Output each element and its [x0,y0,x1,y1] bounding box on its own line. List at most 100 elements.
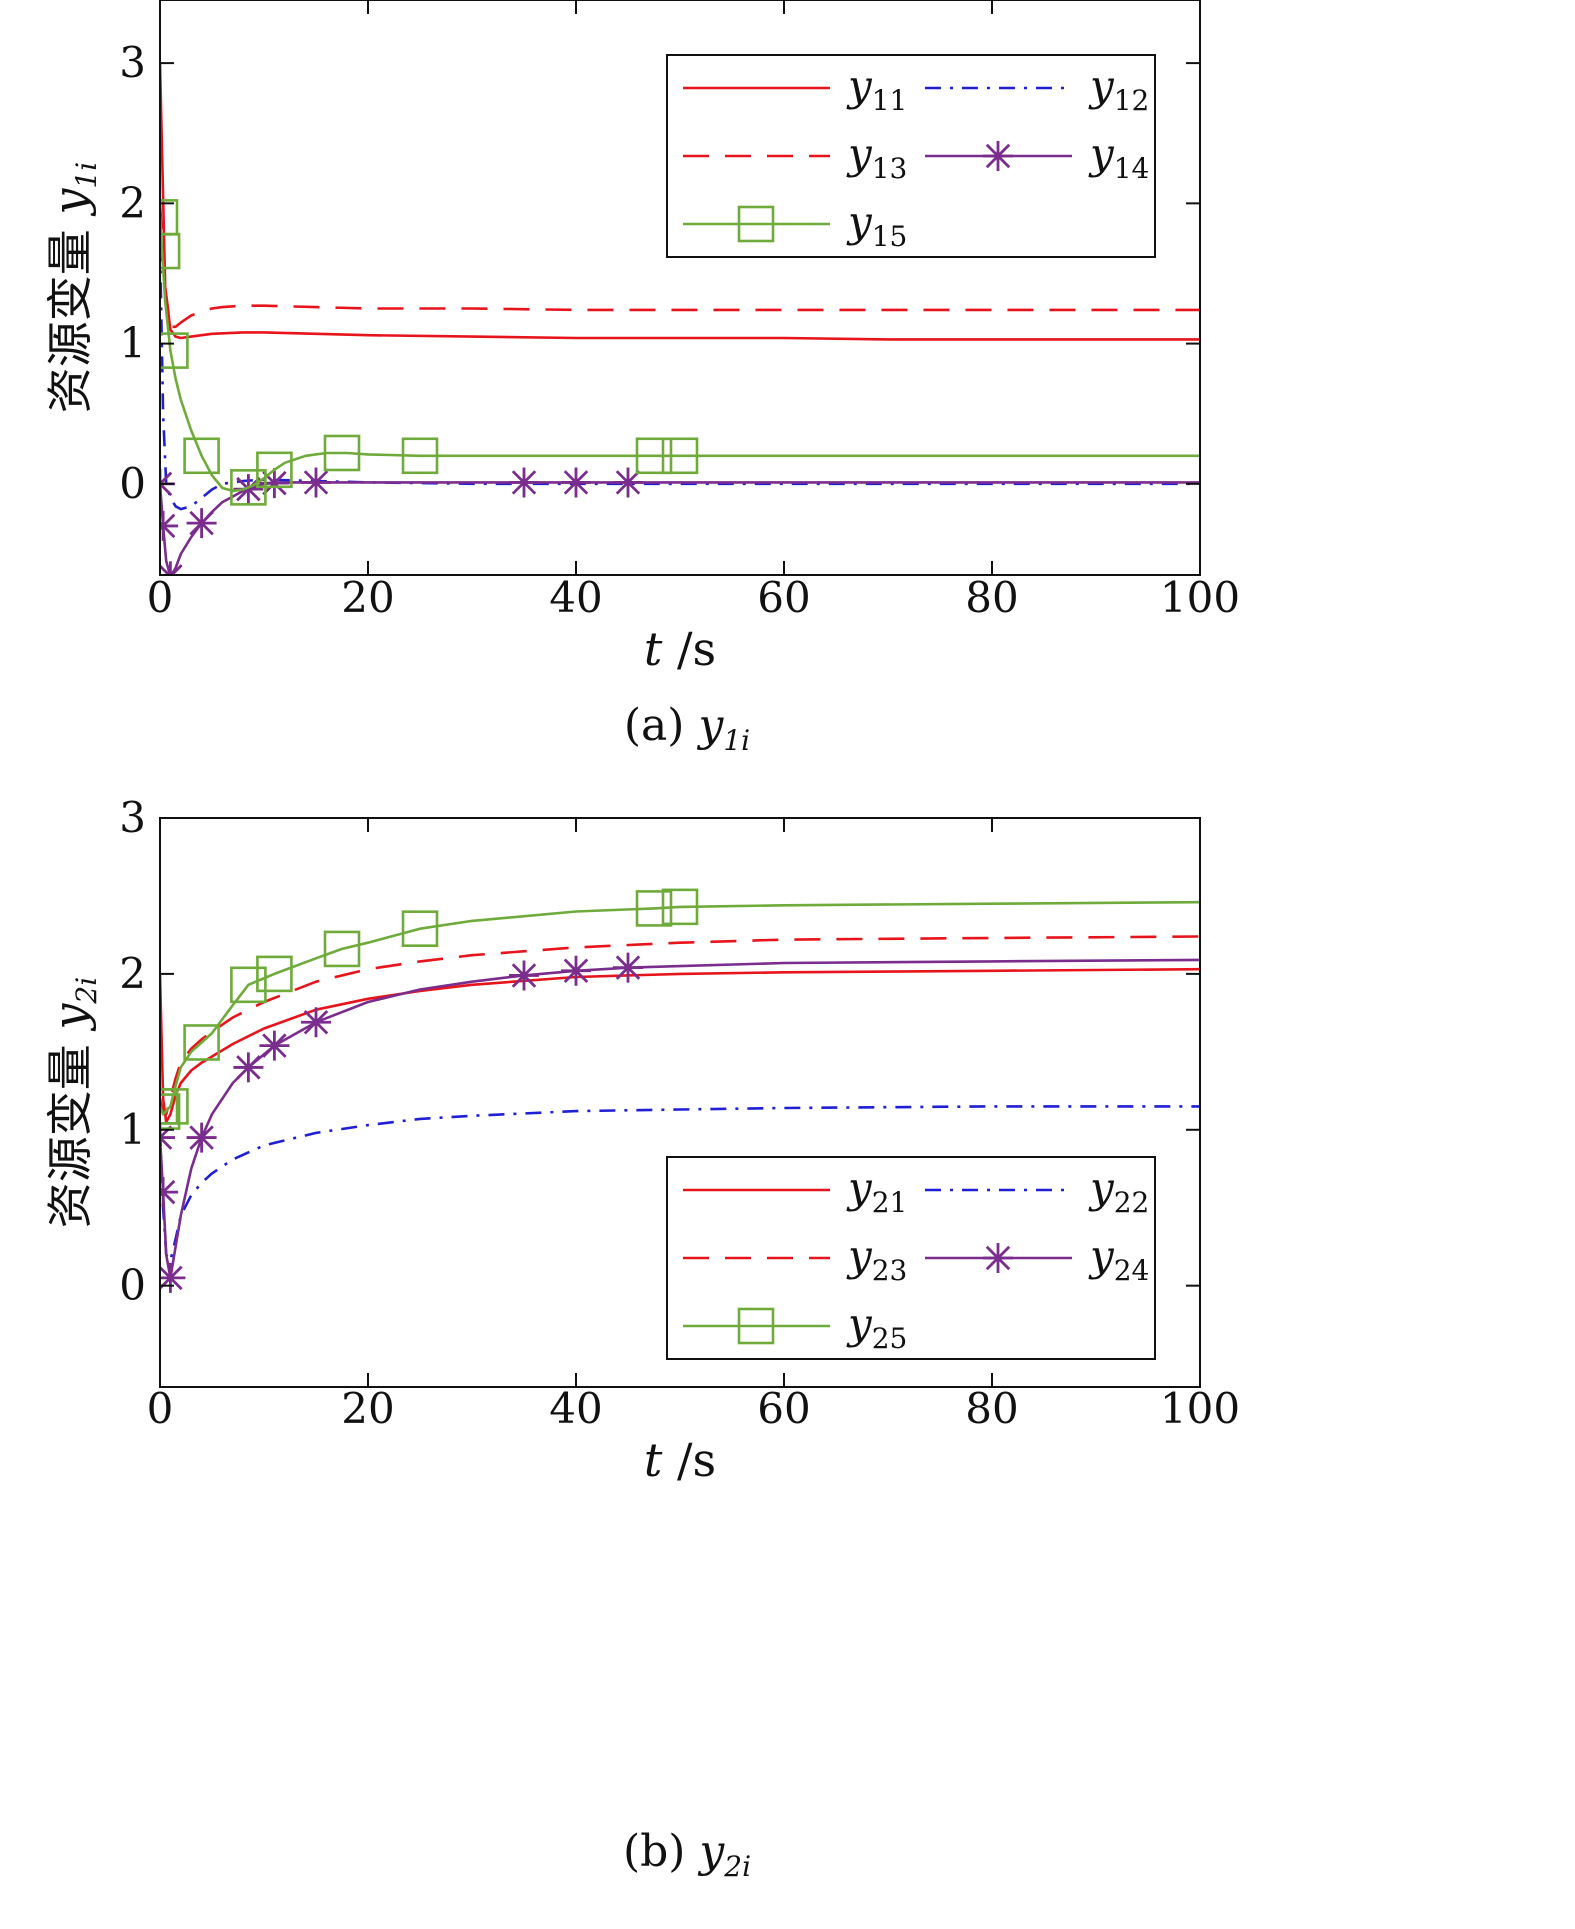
figure-caption: (b) y2i [623,1826,751,1883]
series-y22 [160,1105,1200,1262]
marker-y14-5 [259,468,290,499]
marker-y25-2 [160,1088,189,1125]
x-axis-title: t /s [644,1433,716,1487]
y-tick-label: 0 [119,1261,146,1310]
marker-y24-2 [160,1262,186,1293]
marker-y15-3 [183,437,220,475]
x-tick-label: 80 [965,1384,1018,1433]
series-y14 [160,467,1200,575]
marker-y24-5 [259,1030,290,1061]
legend-label-y14: y14 [1088,129,1149,185]
x-tick-label: 60 [757,573,810,622]
marker-y14-4 [233,474,264,505]
series-line-y21 [160,967,1200,1124]
legend-entry-y23: y23 [683,1231,907,1287]
marker-y15-0 [160,199,179,236]
y-axis-title: 资源变量 y1i [43,162,103,413]
series-line-y22 [160,1105,1200,1262]
legend-entry-y22: y22 [925,1163,1149,1219]
legend-marker-y14 [983,141,1013,171]
marker-y25-0 [160,1088,179,1125]
x-axis-title: t /s [644,622,716,676]
svg-text:资源变量 y1i: 资源变量 y1i [43,162,103,413]
marker-y14-7 [509,467,539,498]
legend: y11 y12 y13 y14 y15 [666,54,1156,258]
marker-y25-8 [635,890,673,927]
series-y15 [160,199,1200,506]
marker-y25-6 [323,930,361,968]
legend-label-y23: y23 [846,1231,907,1287]
marker-y15-5 [256,451,293,489]
legend-entry-y12: y12 [925,61,1149,117]
marker-y24-6 [301,1007,331,1038]
marker-y14-9 [613,467,643,498]
legend-label-y13: y13 [846,129,907,185]
legend-marker-y15 [737,205,775,243]
legend-entry-y14: y14 [925,129,1149,185]
marker-y24-1 [160,1177,179,1208]
series-y13 [160,203,1200,329]
legend-label-y12: y12 [1088,61,1149,117]
legend-marker-y24 [983,1243,1013,1273]
marker-y15-2 [160,332,189,369]
y-tick-label: 2 [119,178,146,227]
y-tick-label: 1 [119,319,146,368]
x-tick-label: 20 [341,1384,394,1433]
marker-y15-9 [661,437,699,475]
x-tick-label: 100 [1160,573,1240,622]
legend-label-y22: y22 [1088,1163,1149,1219]
x-tick-label: 100 [1160,1384,1240,1433]
marker-y25-5 [256,955,293,993]
marker-y15-1 [160,232,181,270]
legend-entry-y15: y15 [683,197,907,253]
marker-y25-7 [401,910,439,947]
series-y11 [160,63,1200,341]
legend-entry-y21: y21 [683,1163,907,1219]
marker-y14-1 [160,510,179,541]
marker-y15-7 [401,437,439,475]
x-tick-label: 40 [549,573,602,622]
legend-entry-y25: y25 [683,1299,907,1355]
legend: y21 y22 y23 y24 y25 [666,1156,1156,1360]
marker-y25-9 [661,888,699,926]
plot-frame [159,0,1201,576]
y-tick-label: 2 [119,949,146,998]
legend-entry-y13: y13 [683,129,907,185]
y-tick-label: 0 [119,459,146,508]
marker-y25-4 [230,966,267,1004]
marker-y14-6 [301,467,331,498]
marker-y15-8 [635,437,673,475]
legend-marker-y25 [737,1307,775,1345]
y-tick-label: 1 [119,1105,146,1154]
legend-label-y21: y21 [846,1163,907,1219]
legend-entry-y24: y24 [925,1231,1149,1287]
figure-caption: (a) y1i [624,700,750,757]
series-y21 [160,967,1200,1124]
series-line-y11 [160,63,1200,341]
series-line-y15 [160,217,1200,493]
series-y24 [160,952,1200,1293]
marker-y24-9 [613,952,643,983]
x-tick-label: 0 [147,1384,174,1433]
legend-entry-y11: y11 [683,61,907,117]
x-tick-label: 20 [341,573,394,622]
legend-label-y24: y24 [1088,1231,1149,1287]
y-tick-label: 3 [119,793,146,842]
x-tick-label: 0 [147,573,174,622]
marker-y15-6 [323,434,361,472]
marker-y24-8 [561,955,591,986]
x-tick-label: 80 [965,573,1018,622]
legend-label-y15: y15 [846,197,907,253]
legend-label-y25: y25 [846,1299,907,1355]
chart-panel-b: 0 20 40 60 80 100 0 1 2 3 t /s 资源变量 y2i y21 y22 y23 y24… [43,793,1240,1883]
marker-y14-8 [561,467,591,498]
marker-y25-3 [183,1024,220,1061]
series-y25 [160,888,1200,1130]
svg-text:资源变量 y2i: 资源变量 y2i [43,977,103,1228]
chart-panel-a: 0 20 40 60 80 100 0 1 2 3 t /s 资源变量 y1i y11 y12 y13 y14… [43,0,1240,757]
x-tick-label: 60 [757,1384,810,1433]
series-line-y13 [160,203,1200,329]
marker-y14-3 [186,508,217,539]
y-axis-title: 资源变量 y2i [43,977,103,1228]
legend-label-y11: y11 [846,61,907,117]
